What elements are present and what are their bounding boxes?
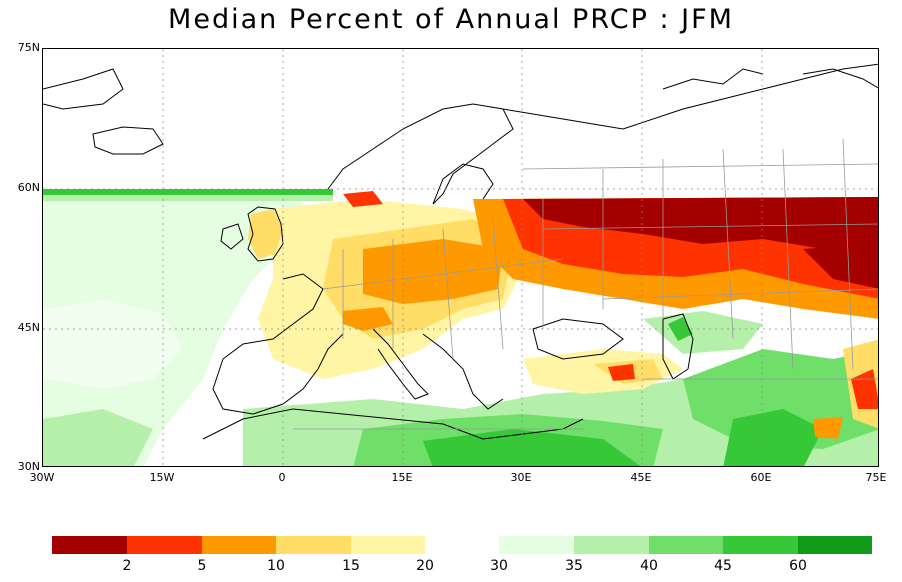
lon-tick-30w: 30W: [29, 471, 55, 484]
lat-tick-60n: 60N: [17, 181, 40, 194]
lon-tick-45e: 45E: [630, 471, 652, 484]
colorbar-label: 2: [122, 558, 132, 574]
precip-shading-dry: [248, 191, 878, 439]
lon-tick-0: 0: [278, 471, 286, 484]
map-panel: [42, 48, 879, 467]
colorbar-swatch-dry-2: [127, 536, 202, 554]
colorbar-swatch-wet-2: [574, 536, 649, 554]
lon-tick-30e: 30E: [510, 471, 532, 484]
colorbar-swatch-dry-5: [351, 536, 425, 554]
colorbar-label: 45: [714, 558, 732, 574]
lat-tick-75n: 75N: [17, 41, 40, 54]
colorbar-swatch-wet-4: [723, 536, 798, 554]
map-title: Median Percent of Annual PRCP : JFM: [168, 4, 734, 35]
lon-tick-15w: 15W: [149, 471, 175, 484]
colorbar-label: 35: [565, 558, 583, 574]
colorbar-swatch-dry-4: [276, 536, 351, 554]
lat-tick-30n: 30N: [17, 460, 40, 473]
colorbar-label: 10: [267, 558, 285, 574]
graticule: [43, 49, 878, 466]
map-canvas: [43, 49, 878, 466]
colorbar-swatch-wet-5: [798, 536, 872, 554]
colorbar-label: 30: [490, 558, 508, 574]
colorbar-label: 40: [640, 558, 658, 574]
lon-tick-75e: 75E: [865, 471, 887, 484]
colorbar-swatch-wet-1: [499, 536, 574, 554]
colorbar-label: 15: [342, 558, 360, 574]
colorbar-swatch-wet-3: [649, 536, 723, 554]
colorbar-swatch-dry-3: [202, 536, 276, 554]
lat-tick-45n: 45N: [17, 321, 40, 334]
colorbar-label: 5: [197, 558, 207, 574]
colorbar-swatch-dry-1: [52, 536, 127, 554]
colorbar-label: 60: [789, 558, 807, 574]
lon-tick-15e: 15E: [391, 471, 413, 484]
lon-tick-60e: 60E: [750, 471, 772, 484]
coastlines: [43, 63, 878, 440]
colorbar-label: 20: [416, 558, 434, 574]
country-borders: [293, 138, 878, 430]
